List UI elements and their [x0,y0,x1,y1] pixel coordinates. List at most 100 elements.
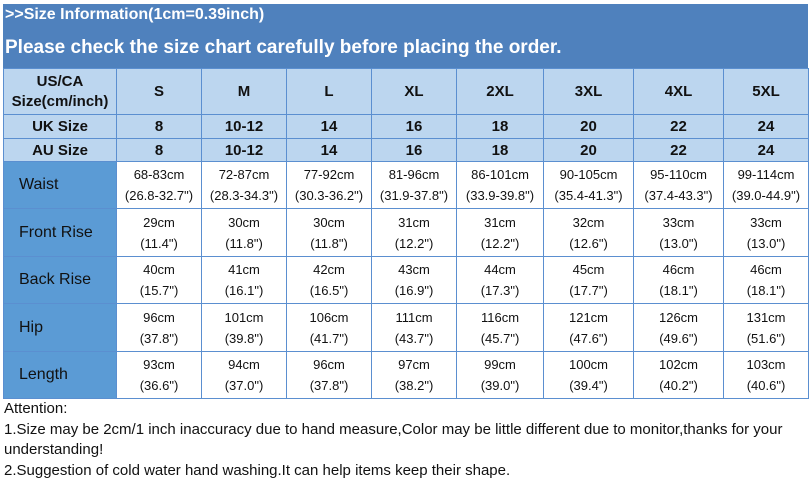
measure-cell: 29cm (11.4") [116,208,202,257]
measure-cell: 31cm (12.2") [371,208,457,257]
au-size-value: 16 [371,138,457,162]
measure-in: (45.7") [480,330,520,346]
measure-in: (41.7") [309,330,349,346]
measure-cm: 131cm [746,309,786,325]
measure-cm: 30cm [228,214,260,230]
au-size-value: 20 [543,138,634,162]
measure-cm: 116cm [480,309,520,325]
measure-cell: 99cm (39.0") [456,351,544,399]
measure-cm: 86-101cm [471,167,529,182]
measure-in: (39.0-44.9") [731,188,801,203]
measure-cell: 41cm (16.1") [201,256,287,304]
measure-cm: 46cm [750,262,782,277]
measure-in: (37.8") [309,378,349,393]
measure-label: Length [3,351,117,399]
measure-in: (16.5") [309,283,349,298]
measure-in: (37.8") [139,330,179,346]
uk-size-label: UK Size [3,114,117,139]
measure-cell: 90-105cm (35.4-41.3") [543,161,634,209]
uk-size-value: 24 [723,114,809,139]
measure-cell: 106cm (41.7") [286,303,372,352]
measure-cell: 86-101cm (33.9-39.8") [456,161,544,209]
measure-cm: 93cm [143,357,175,372]
table-row: Waist 68-83cm (26.8-32.7") 72-87cm (28.3-34.… [3,161,809,209]
measure-in: (16.1") [224,283,264,298]
measure-in: (13.0") [746,235,786,251]
measure-in: (18.1") [746,283,786,298]
attention-notes: Attention: 1.Size may be 2cm/1 inch inac… [4,399,806,481]
size-header: M [201,68,287,115]
measure-in: (39.0") [480,378,520,393]
measure-in: (31.9-37.8") [379,188,449,203]
measure-cell: 31cm (12.2") [456,208,544,257]
measure-label: Hip [3,303,117,352]
measure-cell: 103cm (40.6") [723,351,809,399]
measure-cell: 40cm (15.7") [116,256,202,304]
measure-cm: 106cm [309,309,349,325]
measure-in: (39.8") [224,330,264,346]
measure-cell: 32cm (12.6") [543,208,634,257]
measure-in: (16.9") [394,283,434,298]
measure-cm: 72-87cm [218,167,270,182]
measure-cell: 42cm (16.5") [286,256,372,304]
measure-in: (37.0") [224,378,264,393]
size-header: L [286,68,372,115]
banner-subtitle: Please check the size chart carefully be… [5,37,562,58]
measure-cell: 95-110cm (37.4-43.3") [633,161,724,209]
uk-size-value: 16 [371,114,457,139]
measure-in: (17.3") [480,283,520,298]
measure-cm: 45cm [572,262,605,277]
measure-cell: 46cm (18.1") [723,256,809,304]
measure-cell: 30cm (11.8") [286,208,372,257]
measure-label: Waist [3,161,117,209]
measure-in: (38.2") [394,378,434,393]
measure-cell: 30cm (11.8") [201,208,287,257]
measure-cell: 68-83cm (26.8-32.7") [116,161,202,209]
measure-label: Back Rise [3,256,117,304]
measure-in: (51.6") [746,330,786,346]
au-size-value: 10-12 [201,138,287,162]
measure-cell: 93cm (36.6") [116,351,202,399]
size-chart-table: US/CA Size(cm/inch) S M L XL 2XL 3XL 4XL 5XL UK Si… [3,68,809,399]
size-info-banner: >>Size Information(1cm=0.39inch) Please … [3,4,808,68]
au-size-value: 18 [456,138,544,162]
measure-cell: 77-92cm (30.3-36.2") [286,161,372,209]
measure-cm: 102cm [658,357,699,372]
au-size-value: 14 [286,138,372,162]
measure-in: (15.7") [139,283,179,298]
measure-cm: 30cm [313,214,345,230]
uk-size-value: 20 [543,114,634,139]
size-header: XL [371,68,457,115]
measure-in: (11.4") [140,235,178,251]
size-header: 3XL [543,68,634,115]
measure-cell: 33cm (13.0") [633,208,724,257]
measure-cell: 131cm (51.6") [723,303,809,352]
measure-cm: 31cm [484,214,516,230]
measure-cm: 44cm [484,262,516,277]
measure-cell: 96cm (37.8") [286,351,372,399]
uk-size-value: 14 [286,114,372,139]
measure-cm: 32cm [572,214,605,230]
measure-cm: 40cm [143,262,175,277]
uk-size-value: 18 [456,114,544,139]
measure-cell: 101cm (39.8") [201,303,287,352]
measure-in: (47.6") [569,330,608,346]
measure-cm: 46cm [662,262,695,277]
measure-in: (36.6") [139,378,179,393]
measure-cm: 29cm [143,214,175,230]
measure-in: (40.2") [659,378,698,393]
measure-cm: 68-83cm [133,167,185,182]
measure-in: (11.8") [225,235,263,251]
measure-cm: 99-114cm [737,167,795,182]
measure-in: (37.4-43.3") [644,188,713,203]
measure-in: (49.6") [659,330,698,346]
measure-in: (39.4") [569,378,608,393]
measure-cell: 33cm (13.0") [723,208,809,257]
measure-cm: 96cm [143,309,175,325]
attention-line: 1.Size may be 2cm/1 inch inaccuracy due … [4,420,783,459]
measure-cm: 100cm [568,357,609,372]
header-label-cell: US/CA Size(cm/inch) [3,68,117,115]
measure-cm: 121cm [568,309,609,325]
measure-cell: 81-96cm (31.9-37.8") [371,161,457,209]
size-header: 2XL [456,68,544,115]
